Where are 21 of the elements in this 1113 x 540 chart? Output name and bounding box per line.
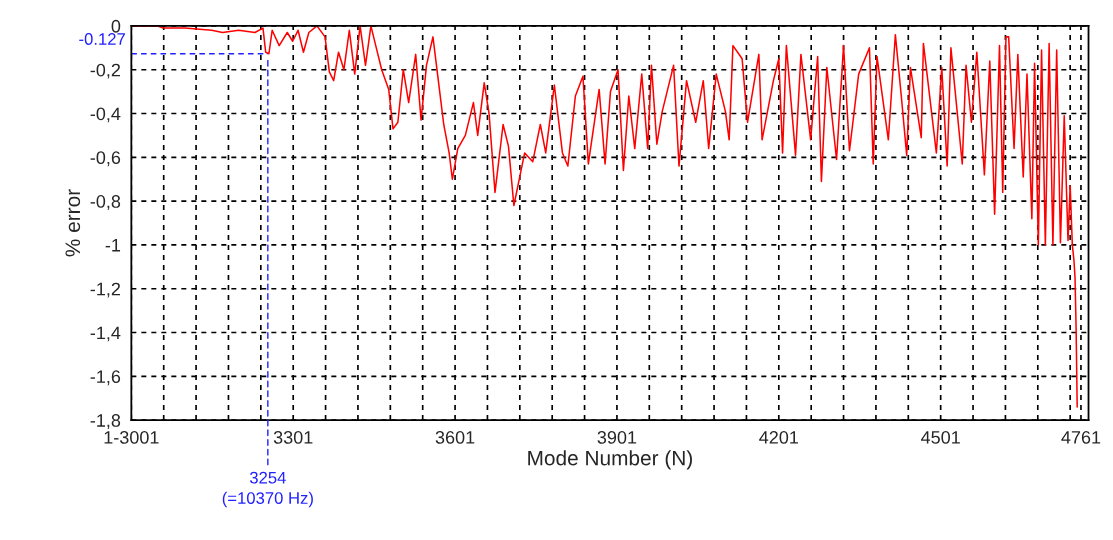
y-tick-label: -1 [105, 239, 121, 252]
y-tick-label: -1,6 [90, 370, 121, 386]
y-axis-title: % error [65, 189, 81, 257]
x-tick-label: 3301 [273, 431, 313, 444]
annotation: 3254 (=10370 Hz) [222, 471, 313, 508]
y-tick-label: -0,8 [90, 195, 121, 210]
y-tick-label: -1,2 [90, 282, 121, 298]
y-tick-label: -1,8 [90, 414, 121, 429]
x-tick-label: 4201 [759, 431, 799, 444]
y-tick-label: -0,6 [90, 151, 121, 167]
y-tick-label: 0 [111, 19, 121, 33]
y-tick-label: -0,2 [90, 63, 121, 79]
y-tick-label: -0,4 [90, 107, 121, 123]
x-tick-label: 1-3001 [104, 431, 159, 444]
x-tick-label: 4761 [1061, 431, 1101, 444]
x-axis-title: Mode Number (N) [528, 450, 692, 470]
annotation: -0.127 [79, 33, 125, 45]
x-tick-label: 3601 [435, 431, 475, 444]
y-tick-label: -1,4 [90, 326, 121, 342]
x-tick-label: 3901 [597, 431, 637, 444]
x-tick-label: 4501 [921, 431, 960, 444]
